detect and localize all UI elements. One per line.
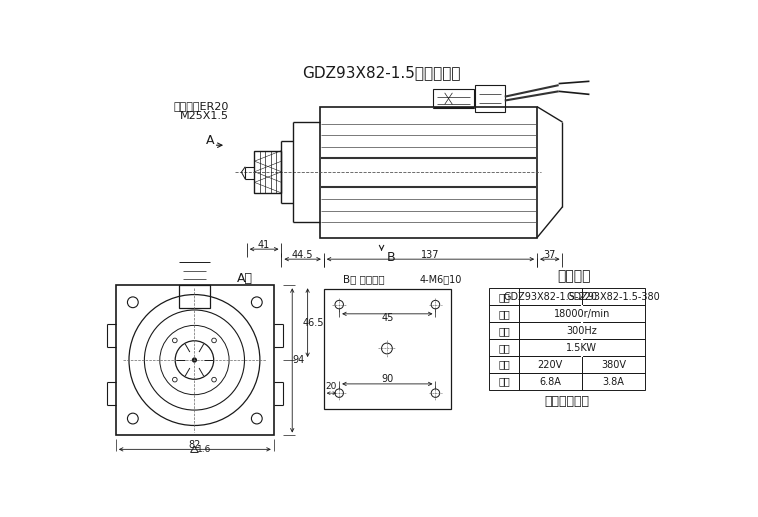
Bar — [581, 356, 645, 373]
Text: 1.5KW: 1.5KW — [566, 343, 597, 353]
Bar — [581, 306, 645, 322]
Text: GDZ93X82-1.5-220: GDZ93X82-1.5-220 — [503, 292, 597, 302]
Text: 型号: 型号 — [498, 292, 510, 302]
Text: 频率: 频率 — [498, 326, 510, 336]
Text: 电压: 电压 — [498, 360, 510, 370]
Text: GDZ93X82-1.5-380: GDZ93X82-1.5-380 — [566, 292, 660, 302]
Text: A: A — [206, 134, 215, 147]
Bar — [116, 285, 274, 435]
Bar — [490, 373, 518, 390]
Bar — [490, 306, 518, 322]
Bar — [490, 356, 518, 373]
Text: 220V: 220V — [537, 360, 562, 370]
Bar — [324, 289, 451, 408]
Bar — [490, 322, 518, 339]
Text: 380V: 380V — [601, 360, 626, 370]
Text: 18000r/min: 18000r/min — [553, 309, 610, 319]
Text: 137: 137 — [421, 250, 440, 260]
Text: 1.6: 1.6 — [196, 445, 211, 454]
Text: 电流: 电流 — [498, 376, 510, 387]
Bar — [581, 322, 645, 339]
Text: 4-M6深10: 4-M6深10 — [420, 274, 462, 284]
Text: 安装接头ER20: 安装接头ER20 — [174, 101, 229, 111]
Text: A向: A向 — [237, 272, 253, 285]
Bar — [581, 339, 645, 356]
Text: 94: 94 — [293, 355, 305, 366]
Bar — [255, 150, 281, 193]
Bar — [475, 85, 505, 112]
Text: GDZ93X82-1.5外形参数图: GDZ93X82-1.5外形参数图 — [302, 65, 461, 80]
Bar — [320, 107, 537, 238]
Text: 82: 82 — [189, 440, 201, 450]
Bar — [581, 288, 645, 306]
Text: 46.5: 46.5 — [303, 317, 324, 328]
Text: 45: 45 — [381, 313, 393, 324]
Bar — [518, 373, 581, 390]
Text: 44.5: 44.5 — [292, 250, 313, 260]
Bar — [518, 288, 581, 306]
Text: 300Hz: 300Hz — [566, 326, 597, 336]
Bar — [581, 373, 645, 390]
Bar — [433, 89, 474, 108]
Text: 功率: 功率 — [498, 343, 510, 353]
Text: 41: 41 — [258, 239, 271, 250]
Bar — [518, 322, 581, 339]
Text: B: B — [387, 251, 395, 264]
Text: 37: 37 — [543, 250, 556, 260]
Bar — [179, 285, 210, 309]
Text: M25X1.5: M25X1.5 — [180, 111, 229, 121]
Text: B向 圆体底板: B向 圆体底板 — [343, 274, 384, 284]
Text: 同轴风扇冷却: 同轴风扇冷却 — [544, 395, 590, 408]
Bar — [518, 339, 581, 356]
Bar — [490, 339, 518, 356]
Text: 90: 90 — [381, 374, 393, 384]
Bar — [518, 356, 581, 373]
Text: 20: 20 — [326, 383, 337, 391]
Text: 转速: 转速 — [498, 309, 510, 319]
Bar — [518, 306, 581, 322]
Circle shape — [193, 358, 196, 362]
Bar — [490, 288, 518, 306]
Text: 技术参数: 技术参数 — [557, 269, 590, 283]
Text: 6.8A: 6.8A — [539, 376, 561, 387]
Text: 3.8A: 3.8A — [603, 376, 625, 387]
